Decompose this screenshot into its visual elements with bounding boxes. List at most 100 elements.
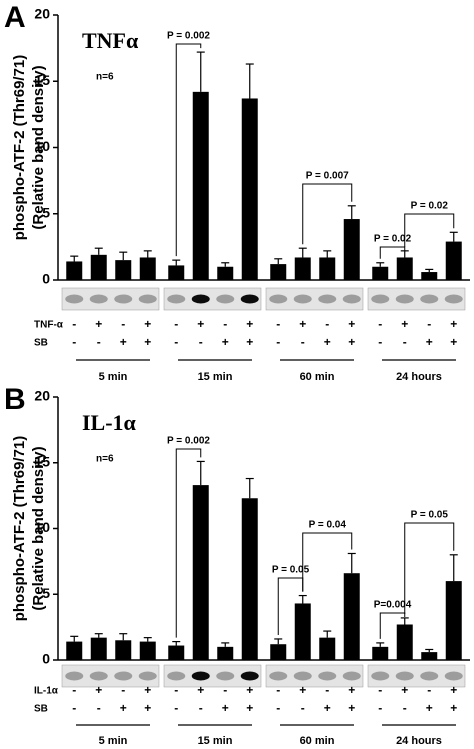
treatment-sign: -	[97, 701, 101, 715]
y-axis-label: (Relative band density)	[30, 446, 47, 610]
bar	[343, 219, 360, 280]
blot-band	[89, 671, 108, 681]
blot-band	[269, 294, 288, 304]
blot-strip	[265, 287, 364, 311]
bar	[445, 241, 462, 280]
treatment-sign: +	[246, 317, 253, 331]
bar	[343, 573, 360, 660]
p-value: P = 0.05	[411, 510, 449, 521]
treatment-sign: -	[427, 683, 431, 697]
blot-band	[444, 294, 463, 304]
group-label: 15 min	[198, 371, 233, 383]
treatment-sign: +	[120, 701, 127, 715]
bar	[66, 641, 83, 660]
y-axis-label: phospho-ATF-2 (Thr69/71)	[11, 436, 28, 622]
treatment-sign: +	[450, 683, 457, 697]
treatment-sign: +	[95, 683, 102, 697]
bar	[115, 640, 132, 660]
treatment-sign: +	[197, 683, 204, 697]
blot-band	[114, 671, 133, 681]
blot-band	[65, 671, 84, 681]
blot-band	[371, 671, 390, 681]
treatment-sign: -	[174, 317, 178, 331]
y-tick-label: 20	[34, 388, 50, 404]
group-label: 24 hours	[396, 371, 442, 383]
blot-band	[420, 671, 439, 681]
treatment-sign: +	[450, 317, 457, 331]
treatment-sign: -	[403, 335, 407, 349]
y-axis-label: phospho-ATF-2 (Thr69/71)	[11, 55, 28, 241]
treatment-sign: +	[144, 317, 151, 331]
n-label: n=6	[96, 454, 114, 465]
treatment-sign: +	[222, 701, 229, 715]
treatment-sign: +	[324, 335, 331, 349]
group-label: 15 min	[198, 735, 233, 747]
treatment-label: IL-1α	[34, 686, 59, 697]
treatment-sign: -	[378, 317, 382, 331]
treatment-label: SB	[34, 704, 48, 715]
treatment-sign: -	[276, 335, 280, 349]
group-label: 5 min	[99, 371, 128, 383]
y-tick-label: 10	[34, 138, 50, 154]
significance-bracket	[175, 43, 202, 257]
treatment-sign: +	[348, 701, 355, 715]
bar	[396, 624, 413, 660]
blot-band	[293, 671, 312, 681]
treatment-label: TNF-α	[34, 320, 64, 331]
bar	[192, 91, 209, 280]
bar	[270, 264, 287, 280]
blot-band	[191, 294, 210, 304]
y-tick-label: 15	[34, 72, 50, 88]
y-tick-label: 5	[42, 585, 50, 601]
blot-band	[216, 294, 235, 304]
significance-bracket	[379, 612, 406, 639]
bar	[396, 257, 413, 280]
bar	[241, 98, 258, 280]
treatment-sign: +	[426, 701, 433, 715]
blot-band	[371, 294, 390, 304]
treatment-sign: -	[174, 683, 178, 697]
bar	[217, 646, 234, 660]
bar	[372, 266, 389, 280]
y-tick-label: 10	[34, 519, 50, 535]
bar	[90, 254, 107, 280]
blot-band	[167, 671, 186, 681]
treatment-sign: +	[299, 683, 306, 697]
blot-band	[342, 671, 361, 681]
blot-band	[138, 671, 157, 681]
significance-bracket	[404, 213, 455, 247]
blot-band	[240, 671, 259, 681]
blot-band	[269, 671, 288, 681]
treatment-sign: +	[348, 683, 355, 697]
treatment-sign: -	[72, 317, 76, 331]
p-value: P = 0.04	[309, 520, 347, 531]
treatment-sign: -	[301, 335, 305, 349]
bar	[421, 652, 438, 660]
treatment-sign: +	[426, 335, 433, 349]
blot-band	[318, 294, 337, 304]
y-tick-label: 15	[34, 453, 50, 469]
treatment-sign: -	[301, 701, 305, 715]
treatment-sign: -	[325, 317, 329, 331]
treatment-sign: +	[299, 317, 306, 331]
blot-strip	[163, 287, 262, 311]
treatment-sign: +	[246, 335, 253, 349]
blot-band	[138, 294, 157, 304]
treatment-sign: -	[199, 701, 203, 715]
treatment-sign: +	[95, 317, 102, 331]
treatment-sign: -	[121, 683, 125, 697]
treatment-sign: +	[197, 317, 204, 331]
blot-band	[65, 294, 84, 304]
y-axis-label: (Relative band density)	[30, 65, 47, 229]
bar	[445, 581, 462, 660]
treatment-sign: -	[97, 335, 101, 349]
treatment-sign: +	[450, 701, 457, 715]
treatment-sign: -	[276, 701, 280, 715]
p-value: P = 0.02	[374, 234, 412, 245]
treatment-sign: -	[403, 701, 407, 715]
bar	[139, 257, 156, 280]
treatment-sign: -	[427, 317, 431, 331]
p-value: P=0.004	[374, 600, 412, 611]
bar	[319, 637, 336, 660]
